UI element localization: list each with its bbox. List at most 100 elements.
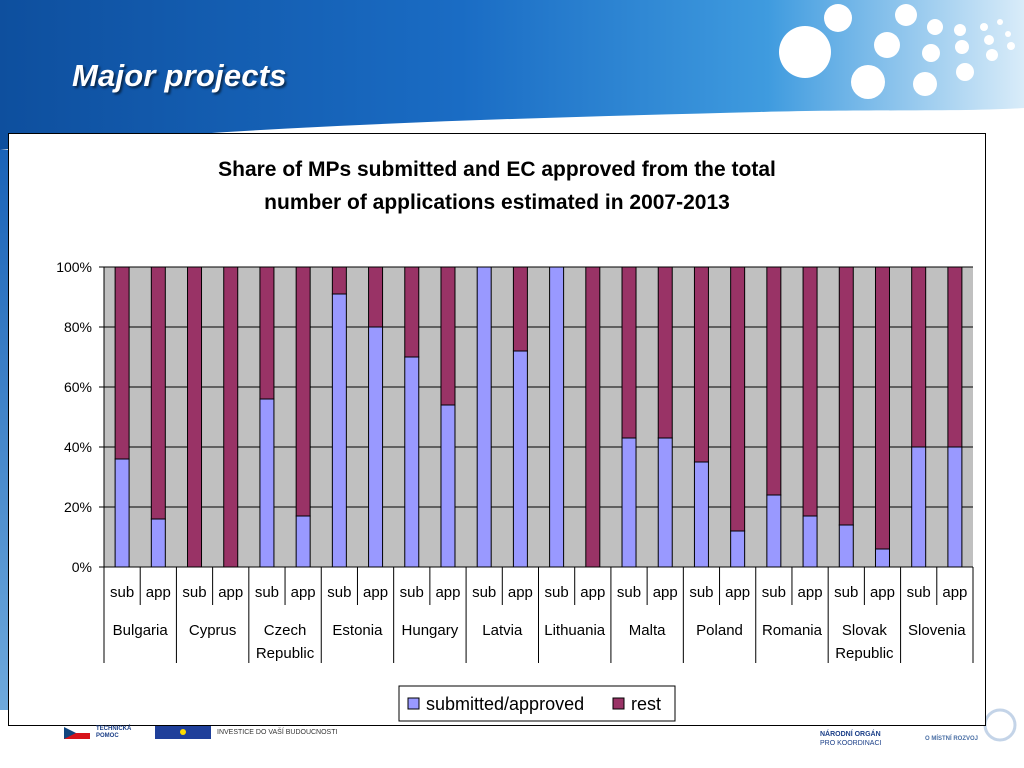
authority-line1: NÁRODNÍ ORGÁN (820, 731, 881, 738)
chart-title-line: Share of MPs submitted and EC approved f… (218, 158, 776, 181)
x-tick-label: app (580, 584, 605, 601)
bar-rest (766, 266, 782, 496)
plot-area (104, 267, 973, 567)
bar-submitted-approved (838, 524, 854, 568)
bar-rest (693, 266, 709, 463)
bar-submitted-approved (404, 356, 420, 568)
x-tick-label: sub (762, 584, 786, 601)
bar-rest (838, 266, 854, 526)
x-tick-label: sub (617, 584, 641, 601)
chart-title: Share of MPs submitted and EC approved f… (218, 158, 776, 214)
bar-submitted-approved (874, 548, 890, 568)
x-tick-label: app (146, 584, 171, 601)
bar-submitted-approved (331, 293, 347, 568)
x-tick-label: sub (472, 584, 496, 601)
group-label: Cyprus (189, 622, 237, 639)
bar-submitted-approved (114, 458, 130, 568)
legend-swatch-submitted (407, 697, 420, 710)
slide-title: Major projects (72, 58, 287, 93)
x-axis-ticks: sub app sub app sub app sub app sub app sub app sub a… (103, 567, 974, 663)
group-label: Malta (629, 622, 666, 639)
technical-assistance-line1: TECHNICKÁ (96, 726, 132, 732)
bar-rest (331, 266, 347, 295)
x-tick-label: sub (907, 584, 931, 601)
group-label: Slovak (842, 622, 888, 639)
legend: submitted/approved rest (398, 685, 676, 722)
bar-rest (404, 266, 420, 358)
bar-rest (259, 266, 275, 400)
technical-assistance-label: TECHNICKÁ POMOC (96, 726, 131, 740)
y-tick-label: 20% (64, 499, 92, 515)
bar-submitted-approved (476, 266, 492, 568)
bars (114, 266, 963, 568)
authority-line2: PRO KOORDINACI (820, 740, 882, 747)
group-label: Bulgaria (113, 622, 169, 639)
group-label: Lithuania (544, 622, 606, 639)
technical-assistance-line2: POMOC (96, 733, 119, 739)
side-band (0, 150, 10, 710)
x-tick-label: sub (834, 584, 858, 601)
bar-submitted-approved (730, 530, 746, 568)
bar-submitted-approved (549, 266, 565, 568)
bar-submitted-approved (693, 461, 709, 568)
x-tick-label: app (798, 584, 823, 601)
x-tick-label: sub (255, 584, 279, 601)
bar-submitted-approved (947, 446, 963, 568)
legend-box (398, 685, 676, 722)
y-tick-label: 80% (64, 319, 92, 335)
bar-submitted-approved (621, 437, 637, 568)
group-label: Republic (835, 645, 894, 662)
bar-rest (730, 266, 746, 532)
bar-rest (187, 266, 203, 568)
x-tick-label: app (725, 584, 750, 601)
x-tick-label: app (653, 584, 678, 601)
x-tick-label: app (508, 584, 533, 601)
x-tick-label: sub (110, 584, 134, 601)
x-tick-label: app (870, 584, 895, 601)
x-tick-label: app (435, 584, 460, 601)
bar-rest (368, 266, 384, 328)
y-tick-label: 40% (64, 439, 92, 455)
x-tick-label: sub (545, 584, 569, 601)
bar-rest (657, 266, 673, 439)
legend-label-submitted: submitted/approved (426, 694, 584, 714)
bar-submitted-approved (150, 518, 166, 568)
bar-rest (440, 266, 456, 406)
bar-submitted-approved (802, 515, 818, 568)
bar-submitted-approved (911, 446, 927, 568)
bar-submitted-approved (295, 515, 311, 568)
group-label: Hungary (402, 622, 459, 639)
group-label: Romania (762, 622, 823, 639)
bar-rest (947, 266, 963, 448)
x-tick-label: sub (327, 584, 351, 601)
x-tick-label: app (291, 584, 316, 601)
coordination-authority: NÁRODNÍ ORGÁN PRO KOORDINACI (820, 730, 881, 748)
group-label: Slovenia (908, 622, 966, 639)
bar-rest (295, 266, 311, 517)
bar-submitted-approved (440, 404, 456, 568)
x-tick-label: app (942, 584, 967, 601)
bar-submitted-approved (766, 494, 782, 568)
footer-logos (64, 708, 1017, 742)
x-tick-label: sub (400, 584, 424, 601)
bar-rest (585, 266, 601, 568)
legend-label-rest: rest (631, 694, 661, 714)
bar-rest (874, 266, 890, 550)
bar-rest (114, 266, 130, 460)
bar-rest (911, 266, 927, 448)
bar-submitted-approved (259, 398, 275, 568)
bar-submitted-approved (368, 326, 384, 568)
y-axis-ticks: 0% 20% 40% 60% 80% 100% (56, 259, 104, 575)
group-label: Czech (264, 622, 307, 639)
x-tick-label: sub (689, 584, 713, 601)
group-label: Estonia (332, 622, 383, 639)
bar-rest (150, 266, 166, 520)
eu-tagline: INVESTICE DO VAŠÍ BUDOUCNOSTI (217, 729, 338, 736)
bar-rest (621, 266, 637, 439)
decorative-dots (779, 4, 1015, 99)
regional-logo-text: O MÍSTNÍ ROZVOJ (925, 736, 979, 742)
bar-rest (802, 266, 818, 517)
bar-submitted-approved (657, 437, 673, 568)
